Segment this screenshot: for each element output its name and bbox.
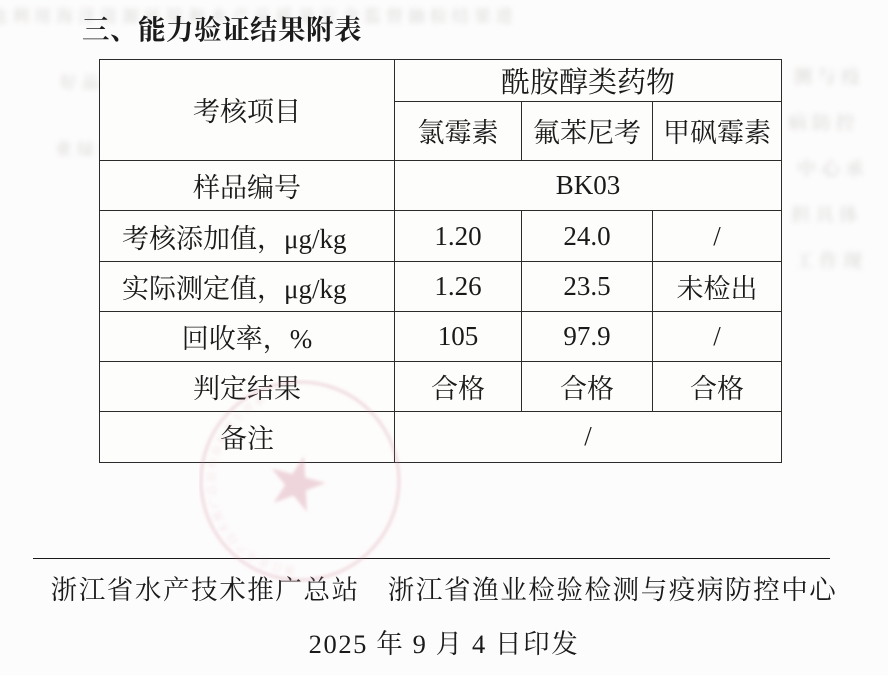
svg-text:浙江省水产技术推广总站检验检测专用章: 浙江省水产技术推广总站检验检测专用章: [204, 392, 296, 578]
